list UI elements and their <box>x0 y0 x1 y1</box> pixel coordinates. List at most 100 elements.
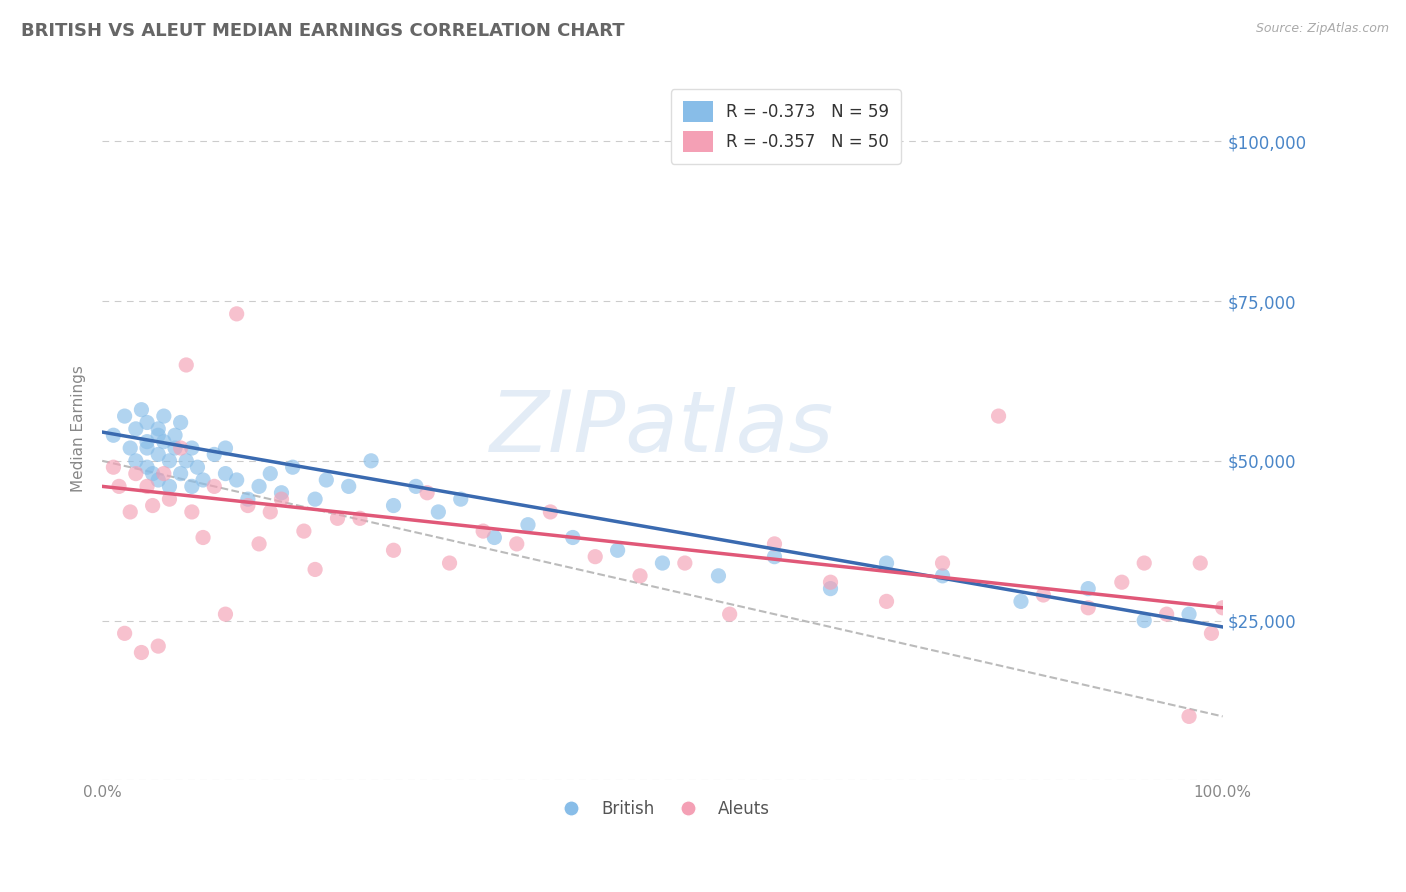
Point <box>169 467 191 481</box>
Point <box>191 473 214 487</box>
Point <box>1212 600 1234 615</box>
Point <box>225 307 247 321</box>
Point <box>148 422 170 436</box>
Point <box>136 460 159 475</box>
Point <box>1032 588 1054 602</box>
Point <box>125 422 148 436</box>
Point <box>236 492 259 507</box>
Point <box>1178 607 1201 622</box>
Point <box>180 479 202 493</box>
Point <box>186 460 208 475</box>
Point <box>236 499 259 513</box>
Point <box>148 639 170 653</box>
Point <box>131 402 153 417</box>
Point <box>349 511 371 525</box>
Point <box>1156 607 1178 622</box>
Point <box>136 416 159 430</box>
Point <box>174 454 197 468</box>
Point <box>142 499 165 513</box>
Point <box>1201 626 1223 640</box>
Point <box>1010 594 1032 608</box>
Point <box>103 460 125 475</box>
Point <box>159 492 181 507</box>
Point <box>337 479 360 493</box>
Point <box>202 479 225 493</box>
Point <box>315 473 337 487</box>
Point <box>125 467 148 481</box>
Point <box>1077 582 1099 596</box>
Point <box>103 428 125 442</box>
Point <box>247 479 270 493</box>
Text: BRITISH VS ALEUT MEDIAN EARNINGS CORRELATION CHART: BRITISH VS ALEUT MEDIAN EARNINGS CORRELA… <box>21 22 624 40</box>
Point <box>484 531 506 545</box>
Point <box>148 473 170 487</box>
Point <box>382 543 405 558</box>
Point <box>450 492 472 507</box>
Point <box>180 441 202 455</box>
Point <box>247 537 270 551</box>
Point <box>136 434 159 449</box>
Point <box>707 569 730 583</box>
Point <box>114 409 136 423</box>
Point <box>125 454 148 468</box>
Point <box>405 479 427 493</box>
Point <box>987 409 1010 423</box>
Point <box>159 479 181 493</box>
Point <box>606 543 628 558</box>
Point <box>153 434 176 449</box>
Point <box>876 594 898 608</box>
Point <box>120 441 142 455</box>
Point <box>1077 600 1099 615</box>
Point <box>148 428 170 442</box>
Point <box>292 524 315 538</box>
Point <box>214 607 236 622</box>
Point <box>214 441 236 455</box>
Point <box>820 582 842 596</box>
Point <box>1111 575 1133 590</box>
Point <box>360 454 382 468</box>
Point <box>931 556 953 570</box>
Point <box>214 467 236 481</box>
Point <box>108 479 131 493</box>
Point <box>651 556 673 570</box>
Point <box>304 492 326 507</box>
Point <box>159 454 181 468</box>
Point <box>153 409 176 423</box>
Point <box>136 479 159 493</box>
Point <box>763 549 786 564</box>
Point <box>114 626 136 640</box>
Point <box>876 556 898 570</box>
Point <box>136 441 159 455</box>
Point <box>225 473 247 487</box>
Point <box>191 531 214 545</box>
Point <box>427 505 450 519</box>
Point <box>538 505 561 519</box>
Point <box>131 646 153 660</box>
Point <box>163 428 186 442</box>
Text: ZIPatlas: ZIPatlas <box>491 387 835 470</box>
Point <box>174 358 197 372</box>
Point <box>169 416 191 430</box>
Point <box>270 492 292 507</box>
Point <box>326 511 349 525</box>
Point <box>202 447 225 461</box>
Point <box>259 467 281 481</box>
Point <box>820 575 842 590</box>
Point <box>1178 709 1201 723</box>
Legend: British, Aleuts: British, Aleuts <box>548 793 776 825</box>
Point <box>517 517 540 532</box>
Point <box>506 537 529 551</box>
Point <box>718 607 741 622</box>
Point <box>148 447 170 461</box>
Text: Source: ZipAtlas.com: Source: ZipAtlas.com <box>1256 22 1389 36</box>
Point <box>673 556 696 570</box>
Point <box>169 441 191 455</box>
Point <box>439 556 461 570</box>
Point <box>1189 556 1212 570</box>
Point <box>153 467 176 481</box>
Point <box>382 499 405 513</box>
Point <box>583 549 606 564</box>
Point <box>180 505 202 519</box>
Point <box>259 505 281 519</box>
Point <box>1133 614 1156 628</box>
